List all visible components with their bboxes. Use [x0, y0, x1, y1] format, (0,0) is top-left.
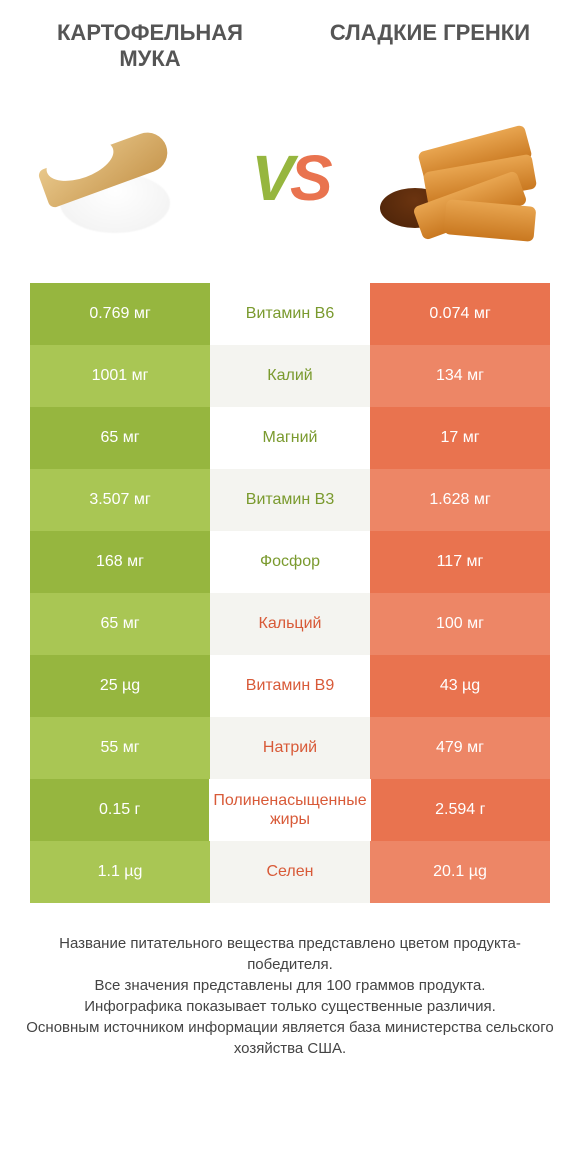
vs-s: S	[290, 142, 329, 214]
cell-right-value: 17 мг	[370, 407, 550, 469]
cell-left-value: 1.1 µg	[30, 841, 210, 903]
header: КАРТОФЕЛЬНАЯ МУКА СЛАДКИЕ ГРЕНКИ	[0, 0, 580, 83]
table-row: 65 мгКальций100 мг	[30, 593, 550, 655]
cell-left-value: 0.769 мг	[30, 283, 210, 345]
cell-right-value: 479 мг	[370, 717, 550, 779]
table-row: 3.507 мгВитамин B31.628 мг	[30, 469, 550, 531]
cell-right-value: 43 µg	[370, 655, 550, 717]
vs-label: VS	[251, 141, 328, 215]
cell-nutrient-name: Кальций	[210, 593, 370, 655]
cell-nutrient-name: Витамин B6	[210, 283, 370, 345]
table-row: 55 мгНатрий479 мг	[30, 717, 550, 779]
cell-right-value: 1.628 мг	[370, 469, 550, 531]
cell-nutrient-name: Полиненасыщенные жиры	[209, 779, 370, 841]
cell-left-value: 3.507 мг	[30, 469, 210, 531]
vs-v: V	[251, 142, 290, 214]
table-row: 0.15 гПолиненасыщенные жиры2.594 г	[30, 779, 550, 841]
footer-line-4: Основным источником информации является …	[25, 1017, 555, 1059]
cell-left-value: 1001 мг	[30, 345, 210, 407]
table-row: 168 мгФосфор117 мг	[30, 531, 550, 593]
footer-line-2: Все значения представлены для 100 граммо…	[25, 975, 555, 996]
cell-nutrient-name: Селен	[210, 841, 370, 903]
cell-nutrient-name: Калий	[210, 345, 370, 407]
table-row: 25 µgВитамин B943 µg	[30, 655, 550, 717]
cell-left-value: 55 мг	[30, 717, 210, 779]
cell-left-value: 0.15 г	[30, 779, 209, 841]
cell-nutrient-name: Магний	[210, 407, 370, 469]
footer: Название питательного вещества представл…	[0, 903, 580, 1059]
title-left: КАРТОФЕЛЬНАЯ МУКА	[30, 20, 270, 73]
cell-nutrient-name: Витамин B9	[210, 655, 370, 717]
table-row: 65 мгМагний17 мг	[30, 407, 550, 469]
cell-right-value: 0.074 мг	[370, 283, 550, 345]
cell-nutrient-name: Натрий	[210, 717, 370, 779]
cell-left-value: 25 µg	[30, 655, 210, 717]
cell-nutrient-name: Фосфор	[210, 531, 370, 593]
footer-line-3: Инфографика показывает только существенн…	[25, 996, 555, 1017]
cell-left-value: 65 мг	[30, 407, 210, 469]
cell-left-value: 168 мг	[30, 531, 210, 593]
cell-right-value: 100 мг	[370, 593, 550, 655]
cell-left-value: 65 мг	[30, 593, 210, 655]
images-row: VS	[0, 83, 580, 283]
cell-nutrient-name: Витамин B3	[210, 469, 370, 531]
table-row: 0.769 мгВитамин B60.074 мг	[30, 283, 550, 345]
flour-illustration	[30, 98, 210, 258]
nutrition-table: 0.769 мгВитамин B60.074 мг1001 мгКалий13…	[30, 283, 550, 903]
cell-right-value: 117 мг	[370, 531, 550, 593]
cell-right-value: 134 мг	[370, 345, 550, 407]
table-row: 1.1 µgСелен20.1 µg	[30, 841, 550, 903]
cell-right-value: 2.594 г	[371, 779, 550, 841]
table-row: 1001 мгКалий134 мг	[30, 345, 550, 407]
toast-illustration	[370, 98, 550, 258]
title-right: СЛАДКИЕ ГРЕНКИ	[310, 20, 550, 73]
cell-right-value: 20.1 µg	[370, 841, 550, 903]
footer-line-1: Название питательного вещества представл…	[25, 933, 555, 975]
